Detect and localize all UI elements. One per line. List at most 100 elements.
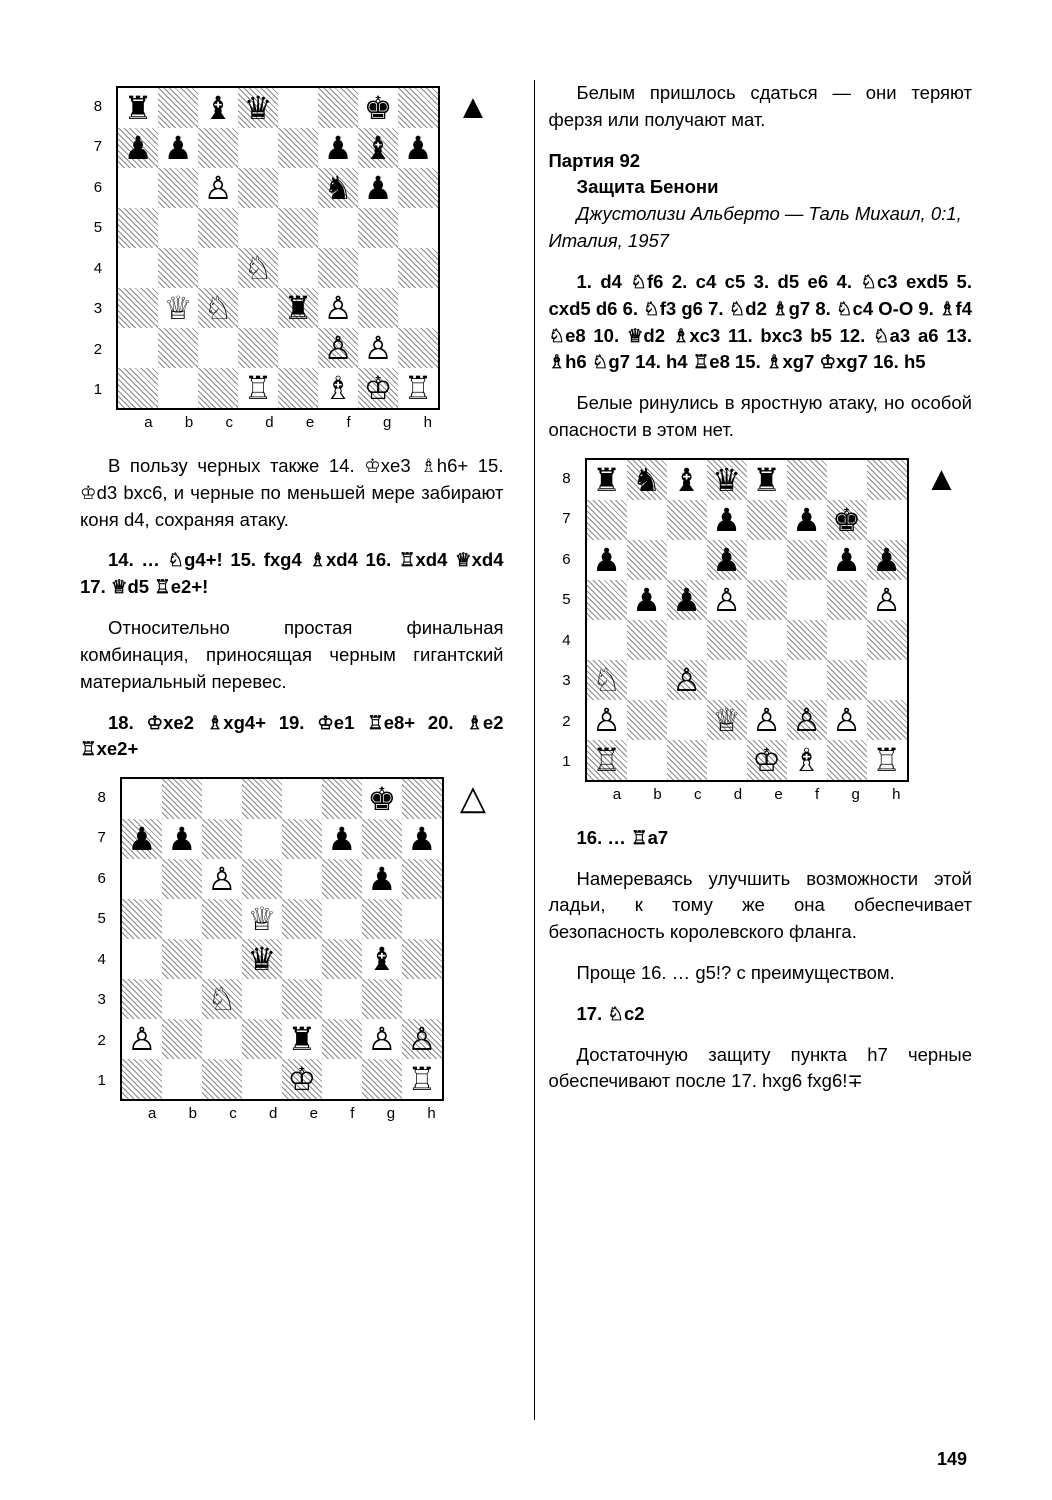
- square-f6: [322, 859, 362, 899]
- square-d7: [238, 128, 278, 168]
- square-h6: ♟: [867, 540, 907, 580]
- square-f3: [322, 979, 362, 1019]
- square-h2: ♙: [402, 1019, 442, 1059]
- square-g5: [358, 208, 398, 248]
- square-b3: ♕: [158, 288, 198, 328]
- square-d2: ♕: [707, 700, 747, 740]
- square-b4: [162, 939, 202, 979]
- square-a3: [122, 979, 162, 1019]
- square-e7: [747, 500, 787, 540]
- square-h4: [402, 939, 442, 979]
- square-c6: [667, 540, 707, 580]
- square-b7: [627, 500, 667, 540]
- square-f3: [787, 660, 827, 700]
- square-b1: [158, 368, 198, 408]
- square-h2: [867, 700, 907, 740]
- square-d4: [707, 620, 747, 660]
- chess-diagram-3: 87654321 ♜♞♝♛♜♟♟♚♟♟♟♟♟♟♙♙♘♙♙♕♙♙♙♖♔♗♖ abc…: [549, 458, 973, 803]
- square-g5: [362, 899, 402, 939]
- square-h1: ♖: [867, 740, 907, 780]
- right-column: Белым пришлось сдаться — они теряют ферз…: [534, 80, 973, 1420]
- square-d7: [242, 819, 282, 859]
- square-a8: ♜: [587, 460, 627, 500]
- square-c8: ♝: [198, 88, 238, 128]
- square-c1: [202, 1059, 242, 1099]
- square-f3: ♙: [318, 288, 358, 328]
- turn-indicator-black: ▲: [456, 90, 490, 124]
- square-b6: [162, 859, 202, 899]
- square-g2: ♙: [358, 328, 398, 368]
- square-f2: [322, 1019, 362, 1059]
- square-f5: [322, 899, 362, 939]
- square-g5: [827, 580, 867, 620]
- square-a7: ♟: [118, 128, 158, 168]
- square-c7: [667, 500, 707, 540]
- square-a1: [118, 368, 158, 408]
- square-a2: [118, 328, 158, 368]
- square-c2: [198, 328, 238, 368]
- square-a6: [118, 168, 158, 208]
- square-f5: [787, 580, 827, 620]
- square-e2: ♙: [747, 700, 787, 740]
- square-e3: ♜: [278, 288, 318, 328]
- square-b1: [162, 1059, 202, 1099]
- square-c3: ♘: [202, 979, 242, 1019]
- square-d2: [238, 328, 278, 368]
- square-e2: [278, 328, 318, 368]
- square-g6: ♟: [362, 859, 402, 899]
- square-g8: [827, 460, 867, 500]
- square-h6: [398, 168, 438, 208]
- square-h2: [398, 328, 438, 368]
- square-d6: [238, 168, 278, 208]
- square-h3: [398, 288, 438, 328]
- square-a5: [118, 208, 158, 248]
- square-a8: ♜: [118, 88, 158, 128]
- square-g7: ♝: [358, 128, 398, 168]
- square-f8: [787, 460, 827, 500]
- square-f1: ♗: [787, 740, 827, 780]
- square-g2: ♙: [362, 1019, 402, 1059]
- square-f4: [787, 620, 827, 660]
- rank-labels: 87654321: [562, 458, 570, 782]
- square-c4: [198, 248, 238, 288]
- square-d8: [242, 779, 282, 819]
- left-column: 87654321 ♜♝♛♚♟♟♟♝♟♙♞♟♘♕♘♜♙♙♙♖♗♔♖ abcdefg…: [80, 80, 514, 1420]
- square-g4: ♝: [362, 939, 402, 979]
- square-a5: [122, 899, 162, 939]
- square-b6: [158, 168, 198, 208]
- square-a4: [122, 939, 162, 979]
- square-h3: [402, 979, 442, 1019]
- analysis-paragraph: Намереваясь улучшить возможности этой ла…: [549, 866, 973, 946]
- square-f4: [318, 248, 358, 288]
- square-h7: [867, 500, 907, 540]
- square-e4: [278, 248, 318, 288]
- square-a1: [122, 1059, 162, 1099]
- move-sequence: 17. ♘c2: [549, 1001, 973, 1028]
- square-h8: [398, 88, 438, 128]
- square-e1: ♔: [747, 740, 787, 780]
- square-a4: [118, 248, 158, 288]
- square-c8: [202, 779, 242, 819]
- square-c5: ♟: [667, 580, 707, 620]
- square-e6: [747, 540, 787, 580]
- square-e8: [278, 88, 318, 128]
- file-labels: abcdefgh: [597, 786, 917, 803]
- square-e6: [282, 859, 322, 899]
- square-b1: [627, 740, 667, 780]
- square-g8: ♚: [358, 88, 398, 128]
- square-b4: [627, 620, 667, 660]
- square-d2: [242, 1019, 282, 1059]
- square-g2: ♙: [827, 700, 867, 740]
- square-b8: [158, 88, 198, 128]
- square-h7: ♟: [398, 128, 438, 168]
- square-b2: [627, 700, 667, 740]
- square-f7: ♟: [318, 128, 358, 168]
- square-b7: ♟: [162, 819, 202, 859]
- square-c5: [198, 208, 238, 248]
- square-e5: [278, 208, 318, 248]
- square-h1: ♖: [398, 368, 438, 408]
- square-h8: [867, 460, 907, 500]
- square-a4: [587, 620, 627, 660]
- square-c7: [198, 128, 238, 168]
- square-g8: ♚: [362, 779, 402, 819]
